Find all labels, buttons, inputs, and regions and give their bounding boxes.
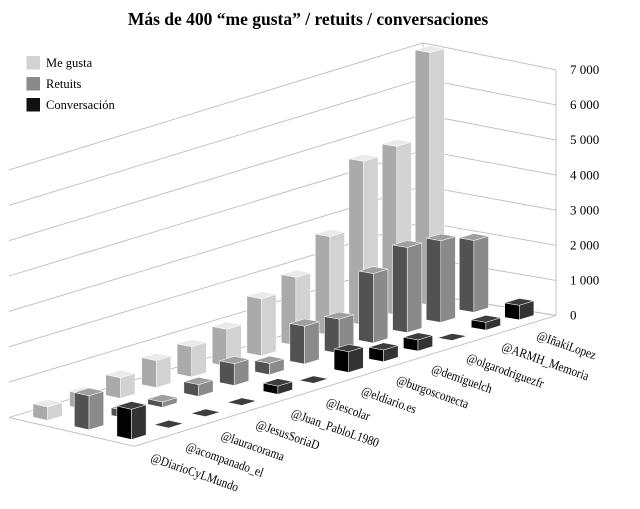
svg-text:Me gusta: Me gusta: [46, 56, 93, 70]
svg-text:7 000: 7 000: [570, 62, 599, 77]
svg-text:2 000: 2 000: [570, 238, 599, 253]
svg-text:Retuits: Retuits: [46, 77, 82, 91]
svg-text:3 000: 3 000: [570, 202, 599, 217]
svg-text:5 000: 5 000: [570, 132, 599, 147]
svg-text:1 000: 1 000: [570, 273, 599, 288]
svg-text:6 000: 6 000: [570, 97, 599, 112]
svg-text:4 000: 4 000: [570, 167, 599, 182]
svg-text:0: 0: [570, 308, 577, 323]
svg-text:Más de 400 “me gusta” / retuit: Más de 400 “me gusta” / retuits / conver…: [128, 9, 489, 29]
svg-text:Conversación: Conversación: [46, 98, 115, 112]
